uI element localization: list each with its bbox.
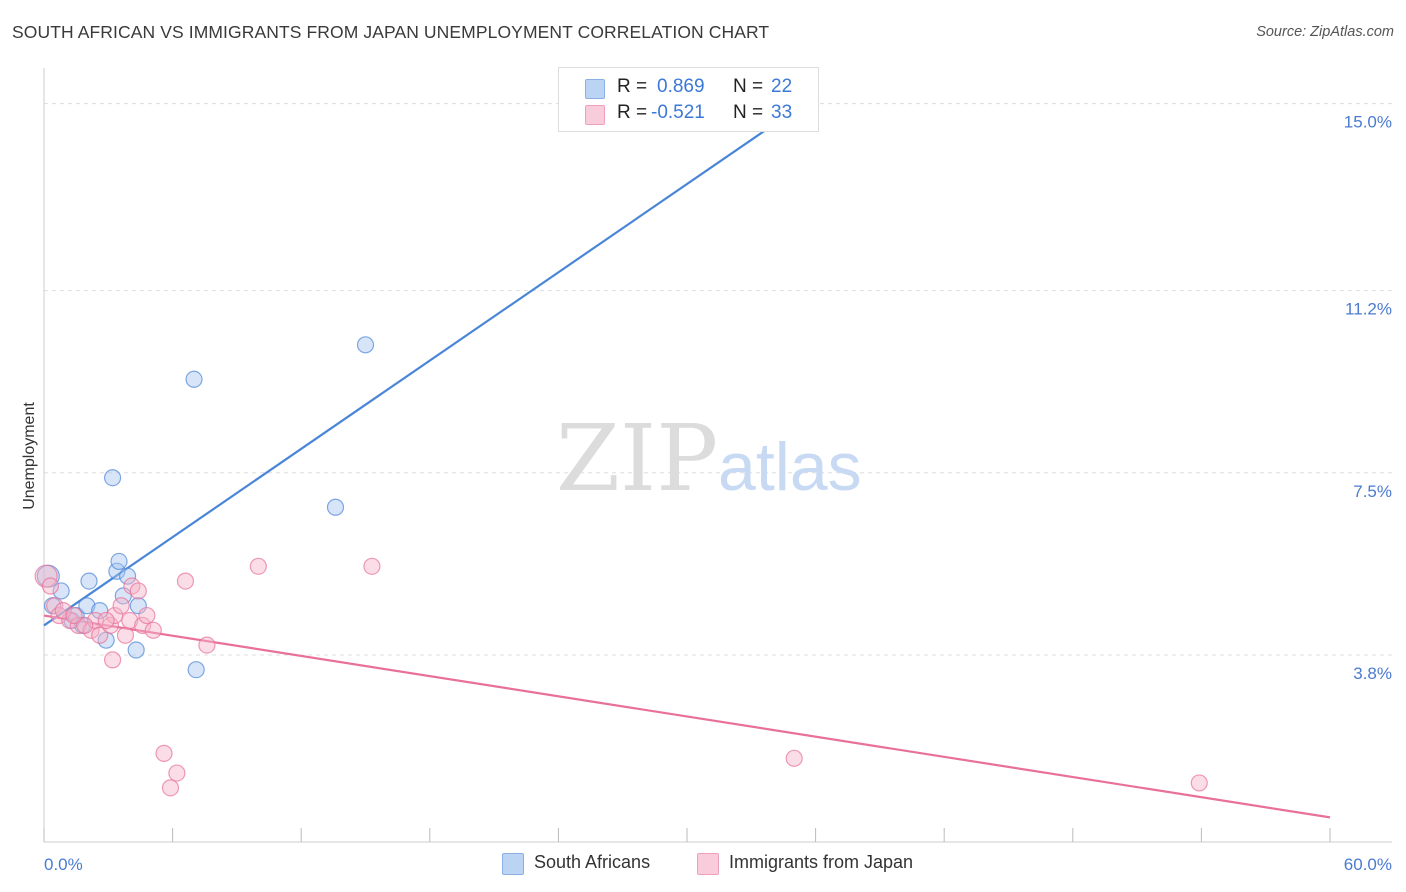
y-tick-labels: 15.0% 11.2% 7.5% 3.8%: [1344, 113, 1392, 683]
y-tick-label-1: 11.2%: [1345, 300, 1392, 319]
legend-n-label: N =: [733, 76, 764, 97]
correlation-legend: R = 0.869 N = 22 R = -0.521 N = 33: [558, 67, 819, 132]
point-series1-5: [69, 616, 87, 635]
point-series1-10: [103, 651, 122, 669]
x-tick-label-min: 0.0%: [44, 855, 83, 874]
bottom-legend-label-south-africans: South Africans: [534, 852, 651, 872]
point-series1-19: [144, 621, 162, 639]
trendlines: [43, 97, 1331, 819]
point-series1-25: [249, 557, 267, 575]
point-series1-28: [1190, 774, 1208, 792]
axes: [43, 68, 1392, 843]
point-series1-22: [168, 764, 186, 782]
y-axis-label: Unemployment: [21, 402, 38, 510]
legend-swatch-south-africans: [585, 79, 605, 99]
point-series0-10: [103, 469, 122, 487]
point-series1-20: [155, 744, 173, 762]
legend-r-value: -0.521: [651, 102, 705, 123]
point-series0-18: [187, 661, 205, 679]
point-series1-29: [97, 611, 115, 630]
point-series1-18: [138, 606, 156, 625]
legend-r-label: R =: [617, 76, 648, 97]
point-series1-27: [785, 749, 803, 767]
point-series1-16: [129, 582, 147, 600]
y-tick-label-2: 7.5%: [1353, 482, 1392, 501]
chart-source: Source: ZipAtlas.com: [1256, 24, 1394, 40]
point-series1-12: [112, 597, 130, 615]
point-series1-26: [363, 557, 381, 575]
point-series0-6: [78, 597, 96, 615]
point-series1-14: [121, 611, 139, 630]
point-series1-17: [133, 616, 152, 635]
x-ticks: [43, 828, 1331, 842]
data-points: [34, 95, 1208, 797]
trendline-0: [43, 97, 812, 627]
point-series1-8: [91, 626, 109, 644]
point-series0-14: [118, 567, 137, 585]
point-series1-30: [76, 616, 94, 635]
watermark: ZIP atlas: [556, 405, 862, 512]
bottom-legend-label-immigrants-japan: Immigrants from Japan: [729, 852, 914, 872]
point-series1-24: [198, 636, 216, 654]
point-series1-1: [41, 577, 60, 595]
legend-r-value: 0.869: [657, 76, 705, 97]
legend-n-label: N =: [733, 102, 764, 123]
point-series1-32: [65, 606, 83, 625]
point-series0-17: [185, 370, 203, 388]
watermark-atlas: atlas: [718, 429, 862, 505]
point-series0-19: [326, 498, 345, 516]
y-tick-label-3: 3.8%: [1353, 664, 1392, 683]
chart-title: SOUTH AFRICAN VS IMMIGRANTS FROM JAPAN U…: [12, 22, 770, 42]
bottom-legend-swatch-immigrants-japan: [697, 853, 719, 875]
point-series1-23: [176, 572, 195, 590]
legend-n-value: 33: [771, 102, 793, 123]
point-series1-13: [116, 626, 135, 644]
trendline-1: [43, 614, 1331, 819]
legend-r-label: R =: [617, 102, 648, 123]
point-series1-31: [54, 602, 72, 620]
x-tick-label-max: 60.0%: [1344, 855, 1392, 874]
y-tick-label-0: 15.0%: [1344, 113, 1392, 132]
point-series0-2: [52, 582, 70, 600]
watermark-zip: ZIP: [556, 405, 718, 512]
legend-swatch-immigrants-japan: [585, 105, 605, 125]
point-series0-20: [356, 336, 375, 354]
point-series1-0: [34, 564, 58, 588]
gridlines: [44, 103, 1392, 656]
point-series1-21: [161, 779, 180, 797]
point-series0-15: [127, 641, 145, 659]
point-series0-12: [110, 552, 128, 571]
legend-n-value: 22: [771, 76, 793, 97]
point-series0-7: [80, 572, 98, 590]
point-series1-2: [46, 597, 64, 615]
bottom-legend-swatch-south-africans: [502, 853, 524, 875]
